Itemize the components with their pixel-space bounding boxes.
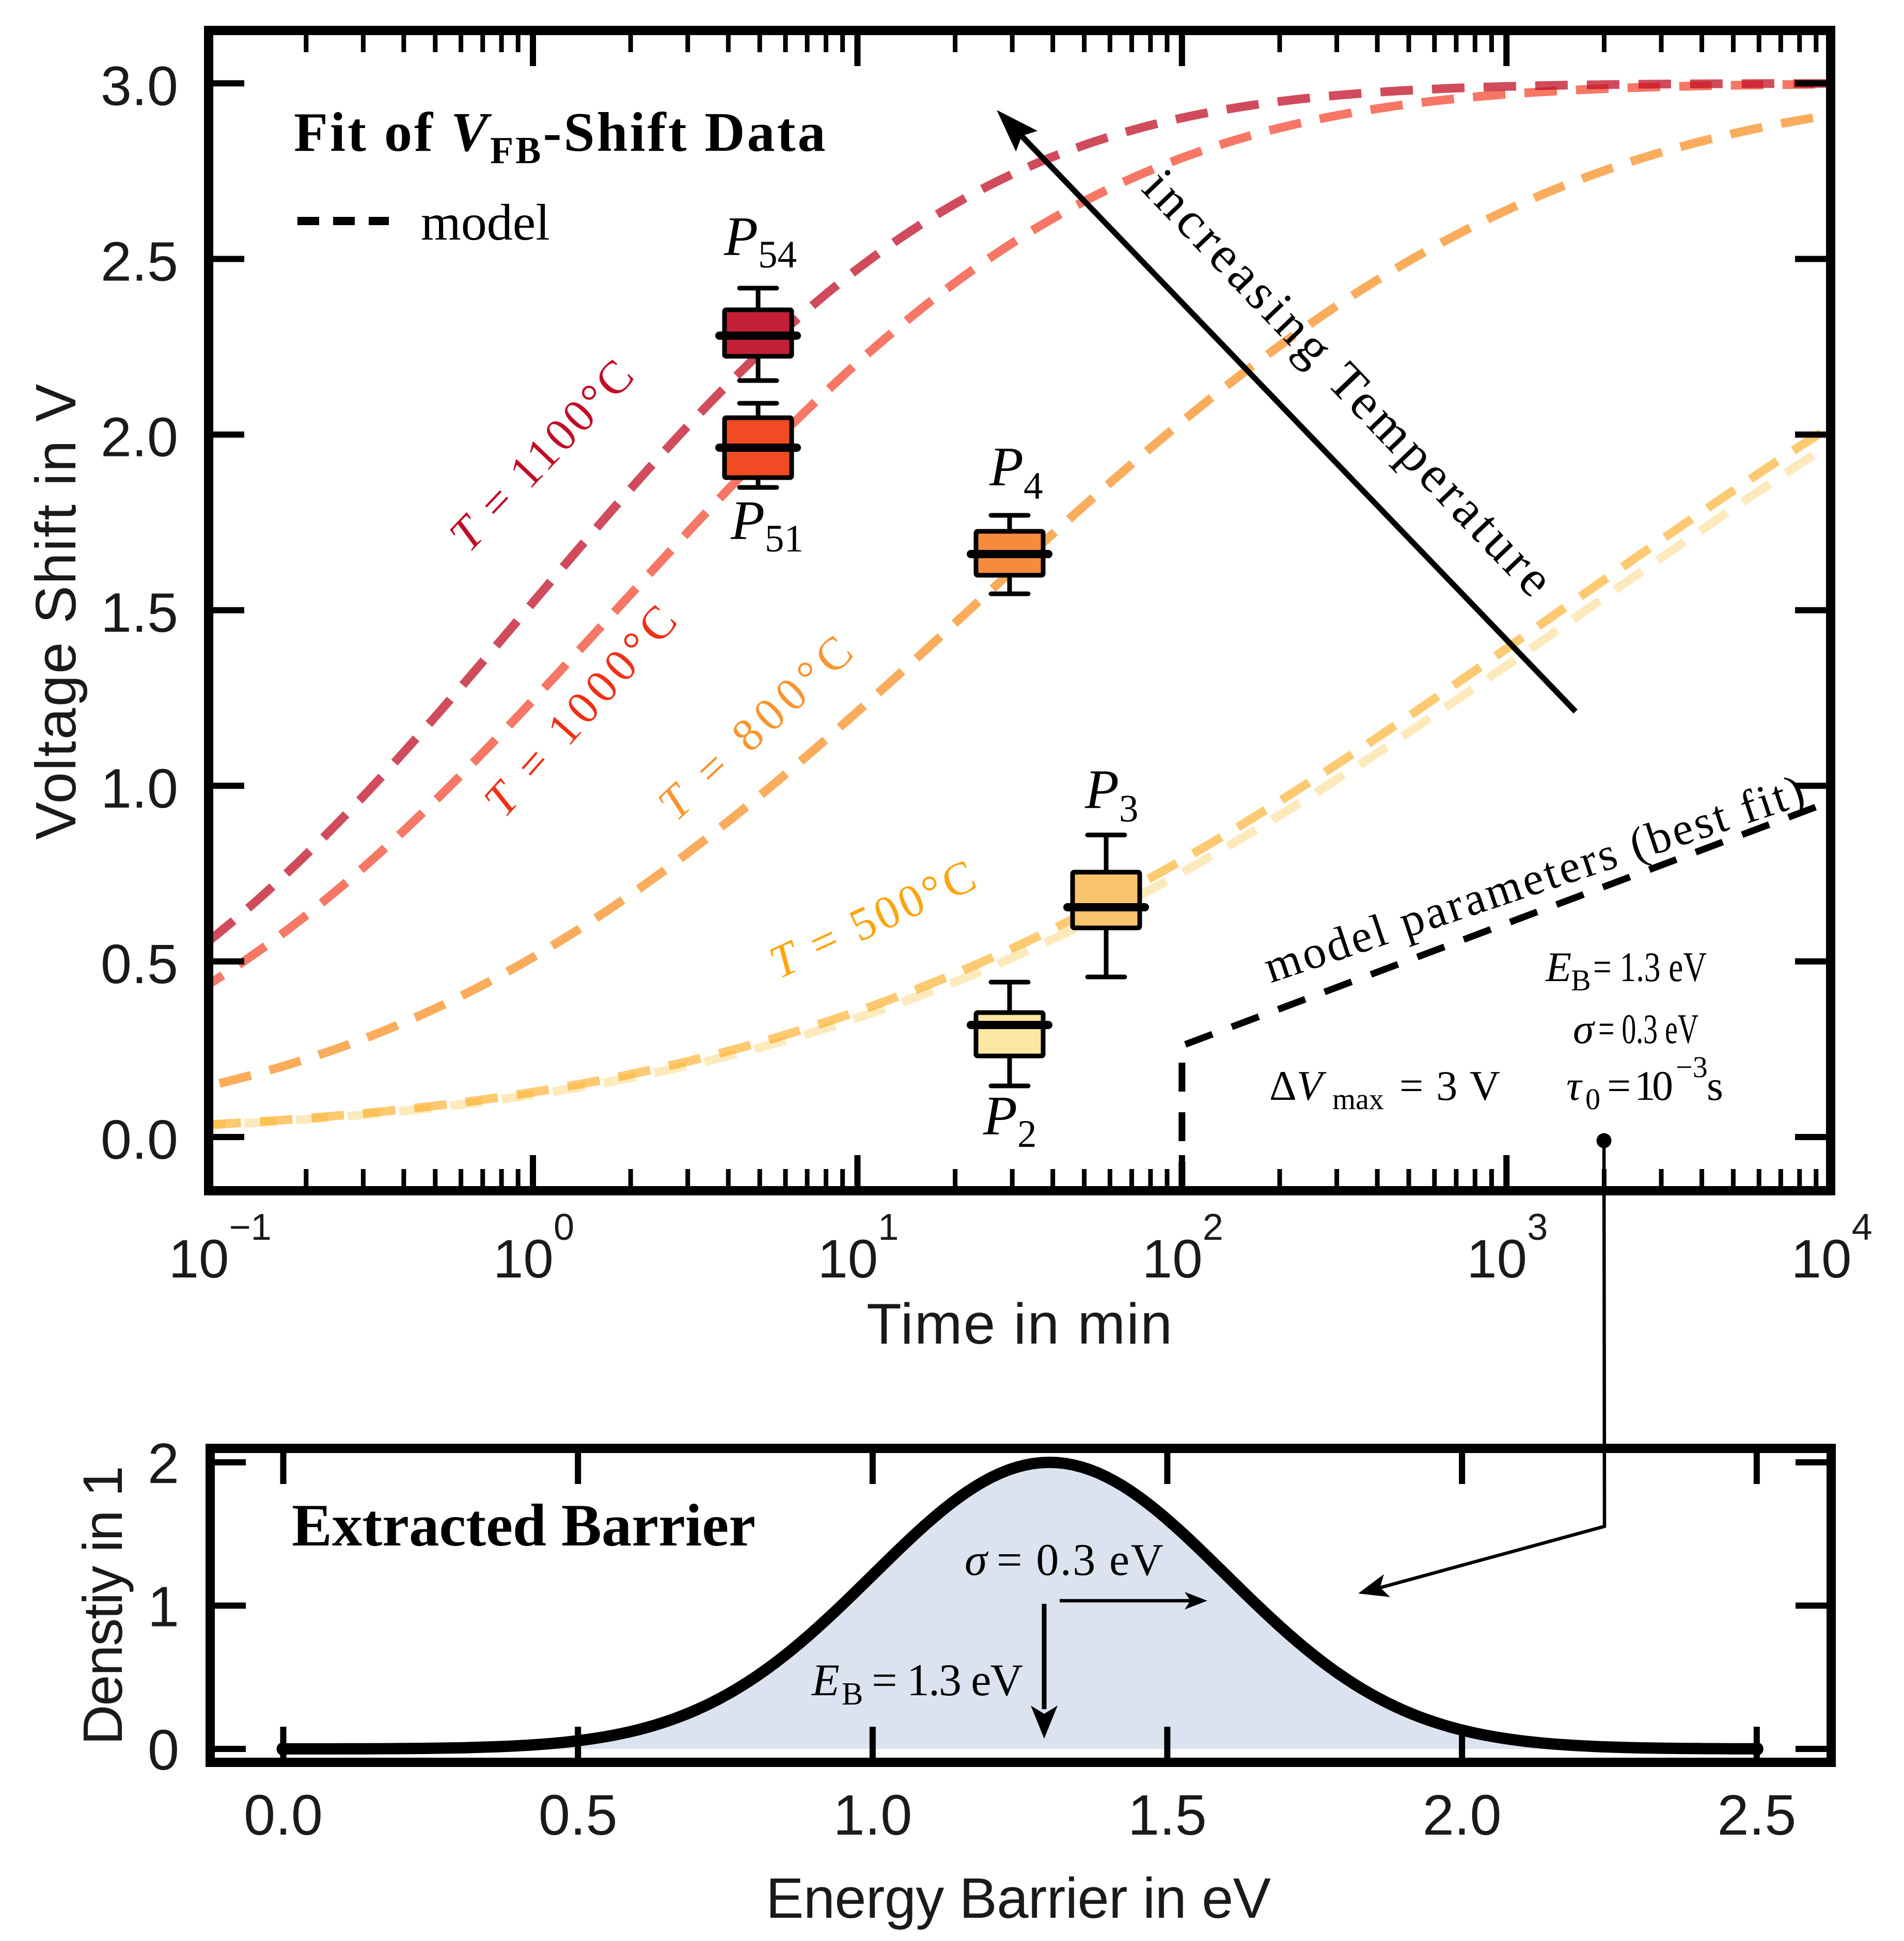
svg-text:P54: P54 bbox=[723, 206, 797, 276]
svg-text:0.0: 0.0 bbox=[101, 1108, 178, 1171]
svg-text:= 1.3 eV: = 1.3 eV bbox=[872, 1655, 1023, 1706]
svg-text:= 0.3 eV: = 0.3 eV bbox=[1598, 1005, 1698, 1052]
svg-text:Voltage Shift in V: Voltage Shift in V bbox=[24, 384, 88, 840]
svg-text:1.5: 1.5 bbox=[1128, 1784, 1207, 1847]
svg-text:P3: P3 bbox=[1084, 759, 1138, 830]
svg-text:1: 1 bbox=[878, 1207, 899, 1248]
svg-text:0: 0 bbox=[1585, 1082, 1600, 1116]
svg-text:10: 10 bbox=[1142, 1229, 1203, 1289]
svg-text:2.5: 2.5 bbox=[101, 230, 178, 293]
svg-text:B: B bbox=[842, 1677, 863, 1712]
svg-text:E: E bbox=[811, 1655, 840, 1706]
svg-text:1: 1 bbox=[148, 1575, 179, 1639]
svg-text:P2: P2 bbox=[983, 1085, 1036, 1156]
svg-text:= 3 V: = 3 V bbox=[1399, 1062, 1500, 1109]
svg-text:model: model bbox=[421, 194, 550, 251]
svg-text:−3: −3 bbox=[1676, 1050, 1708, 1084]
svg-text:1.5: 1.5 bbox=[101, 581, 178, 644]
svg-text:2.0: 2.0 bbox=[1423, 1784, 1502, 1847]
svg-text:= 0.3 eV: = 0.3 eV bbox=[997, 1535, 1163, 1585]
svg-text:0: 0 bbox=[554, 1207, 574, 1248]
svg-text:E: E bbox=[1545, 943, 1571, 990]
svg-text:σ: σ bbox=[965, 1535, 989, 1585]
svg-text:3.0: 3.0 bbox=[101, 54, 178, 117]
svg-text:10: 10 bbox=[1791, 1229, 1852, 1289]
svg-text:1.0: 1.0 bbox=[833, 1784, 912, 1847]
svg-text:4: 4 bbox=[1852, 1207, 1872, 1248]
svg-text:10: 10 bbox=[493, 1229, 554, 1289]
svg-text:−1: −1 bbox=[229, 1207, 272, 1248]
svg-text:= 1.3 eV: = 1.3 eV bbox=[1593, 943, 1707, 990]
svg-text:0.5: 0.5 bbox=[539, 1784, 618, 1847]
svg-text:10: 10 bbox=[169, 1229, 229, 1289]
svg-text:2: 2 bbox=[1203, 1207, 1223, 1248]
svg-text:0.5: 0.5 bbox=[101, 933, 178, 995]
svg-text:Energy Barrier in eV: Energy Barrier in eV bbox=[766, 1867, 1271, 1930]
svg-text:P4: P4 bbox=[989, 436, 1043, 508]
svg-text:10: 10 bbox=[817, 1229, 878, 1289]
svg-text:τ: τ bbox=[1566, 1062, 1583, 1109]
svg-text:3: 3 bbox=[1527, 1207, 1548, 1248]
svg-text:Denstiy in 1: Denstiy in 1 bbox=[71, 1466, 134, 1745]
svg-text:max: max bbox=[1332, 1082, 1384, 1116]
svg-text:2.0: 2.0 bbox=[101, 406, 178, 468]
svg-text:2: 2 bbox=[148, 1432, 179, 1495]
svg-text:ΔV: ΔV bbox=[1269, 1062, 1327, 1109]
svg-text:10: 10 bbox=[1467, 1229, 1527, 1289]
svg-text:Extracted Barrier: Extracted Barrier bbox=[292, 1492, 756, 1559]
svg-text:P51: P51 bbox=[730, 490, 804, 560]
svg-text:s: s bbox=[1707, 1062, 1723, 1109]
svg-text:B: B bbox=[1571, 964, 1591, 997]
svg-text:Fit of VFB-Shift Data: Fit of VFB-Shift Data bbox=[294, 102, 828, 172]
svg-text:σ: σ bbox=[1573, 1005, 1596, 1052]
svg-text:0.0: 0.0 bbox=[244, 1784, 323, 1847]
svg-text:2.5: 2.5 bbox=[1717, 1784, 1796, 1847]
svg-text:1.0: 1.0 bbox=[101, 757, 178, 819]
svg-text:0: 0 bbox=[148, 1718, 179, 1782]
svg-text:= 10: = 10 bbox=[1607, 1062, 1673, 1109]
svg-text:Time in min: Time in min bbox=[867, 1292, 1172, 1356]
